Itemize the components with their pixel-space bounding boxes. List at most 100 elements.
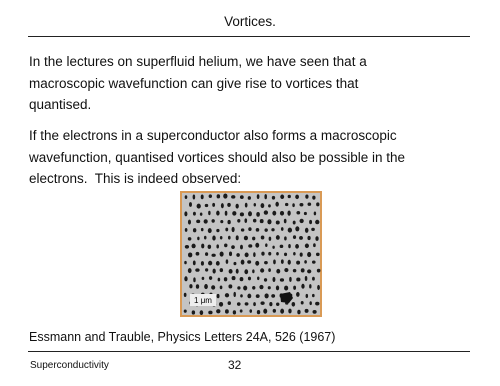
vortex-dot — [316, 202, 320, 207]
vortex-dot — [224, 243, 228, 248]
vortex-dot — [256, 310, 261, 315]
vortex-dot — [299, 252, 303, 257]
vortex-dot — [211, 285, 216, 290]
vortex-dot — [315, 252, 320, 257]
footer-rule — [28, 351, 470, 352]
vortex-dot — [249, 309, 253, 313]
vortex-dot — [268, 251, 272, 256]
vortex-dot — [231, 245, 235, 250]
vortex-dot — [184, 227, 188, 232]
vortex-dot — [235, 203, 239, 209]
vortex-dot — [272, 210, 277, 216]
text-line: quantised. — [29, 97, 92, 112]
vortex-dot — [228, 284, 233, 289]
vortex-dot — [208, 310, 213, 315]
vortex-dot — [315, 301, 320, 306]
vortex-dot — [235, 235, 239, 241]
vortex-dot — [296, 210, 301, 215]
vortex-dot — [255, 294, 260, 299]
vortex-dot — [225, 259, 229, 264]
vortex-dot — [260, 203, 265, 209]
vortex-dot — [279, 278, 285, 282]
vortex-dot — [248, 211, 252, 217]
blob — [280, 292, 293, 303]
vortex-dot — [293, 285, 297, 290]
vortex-dot — [231, 226, 235, 233]
vortex-dot — [193, 277, 196, 283]
vortex-dot — [184, 244, 190, 249]
vortex-dot — [296, 277, 301, 282]
vortex-dot — [312, 260, 316, 264]
vortex-dot — [203, 219, 208, 224]
scale-box — [190, 294, 216, 306]
vortex-dot — [252, 285, 256, 290]
vortex-dot — [243, 285, 248, 291]
slide-title: Vortices. — [224, 14, 276, 29]
vortex-dot — [236, 253, 240, 257]
vortex-dot — [260, 268, 265, 273]
vortex-dot — [296, 292, 300, 297]
vortex-dot — [207, 228, 212, 234]
vortex-dot — [247, 260, 252, 264]
vortex-dot — [263, 278, 268, 282]
vortex-dot — [284, 236, 287, 241]
vortex-dot — [305, 293, 309, 299]
header-rule — [28, 36, 470, 37]
vortex-dot — [313, 243, 316, 248]
vortex-dot — [275, 201, 279, 207]
vortex-dot — [187, 219, 191, 225]
vortex-dot — [239, 195, 244, 199]
vortex-dot — [224, 309, 229, 314]
vortex-dot — [203, 235, 207, 240]
vortex-dot — [253, 302, 256, 307]
vortex-dot — [300, 300, 304, 305]
vortex-dot — [296, 260, 301, 265]
vortex-dot — [216, 309, 221, 314]
vortex-dot — [247, 196, 251, 200]
vortex-dot — [244, 302, 249, 306]
vortex-dot — [316, 268, 321, 273]
vortex-dot — [218, 301, 224, 307]
vortex-dot — [260, 235, 265, 240]
vortex-dot — [216, 228, 220, 233]
vortex-dot — [259, 284, 264, 290]
text-line: macroscopic wavefunction can give rise t… — [29, 75, 359, 91]
vortex-dot — [304, 275, 308, 281]
vortex-dot — [220, 219, 224, 224]
vortex-lattice — [183, 193, 321, 316]
vortex-dot — [284, 202, 289, 207]
vortex-dot — [263, 210, 269, 215]
vortex-dot — [260, 301, 265, 305]
vortex-dot — [259, 218, 264, 224]
vortex-dot — [276, 251, 279, 256]
vortex-dot — [280, 259, 284, 264]
vortex-dot — [192, 260, 196, 266]
vortex-dot — [315, 219, 320, 225]
vortex-dot — [212, 202, 216, 207]
vortex-dot — [196, 203, 201, 209]
vortex-dot — [235, 268, 239, 274]
vortex-dot — [243, 235, 249, 241]
vortex-dot — [300, 268, 305, 273]
vortex-dot — [256, 194, 260, 200]
vortex-dot — [232, 211, 237, 216]
vortex-dot — [244, 252, 249, 258]
vortex-dot — [227, 219, 231, 225]
vortex-dot — [253, 252, 256, 257]
vortex-dot — [295, 226, 300, 232]
vortex-dot — [271, 228, 275, 232]
vortex-dot — [280, 194, 285, 200]
vortex-dot — [299, 235, 303, 240]
vortex-dot — [257, 276, 260, 281]
vortex-dot — [216, 210, 220, 216]
vortex-dot — [255, 260, 260, 266]
vortex-dot — [189, 202, 192, 207]
vortex-dot — [280, 227, 284, 231]
text-line: electrons. This is indeed observed: — [29, 171, 242, 186]
vortex-dot — [184, 260, 187, 265]
vortex-dot — [287, 210, 291, 216]
vortex-dot — [187, 268, 192, 274]
vortex-dot — [227, 202, 231, 207]
vortex-dot — [231, 195, 236, 199]
